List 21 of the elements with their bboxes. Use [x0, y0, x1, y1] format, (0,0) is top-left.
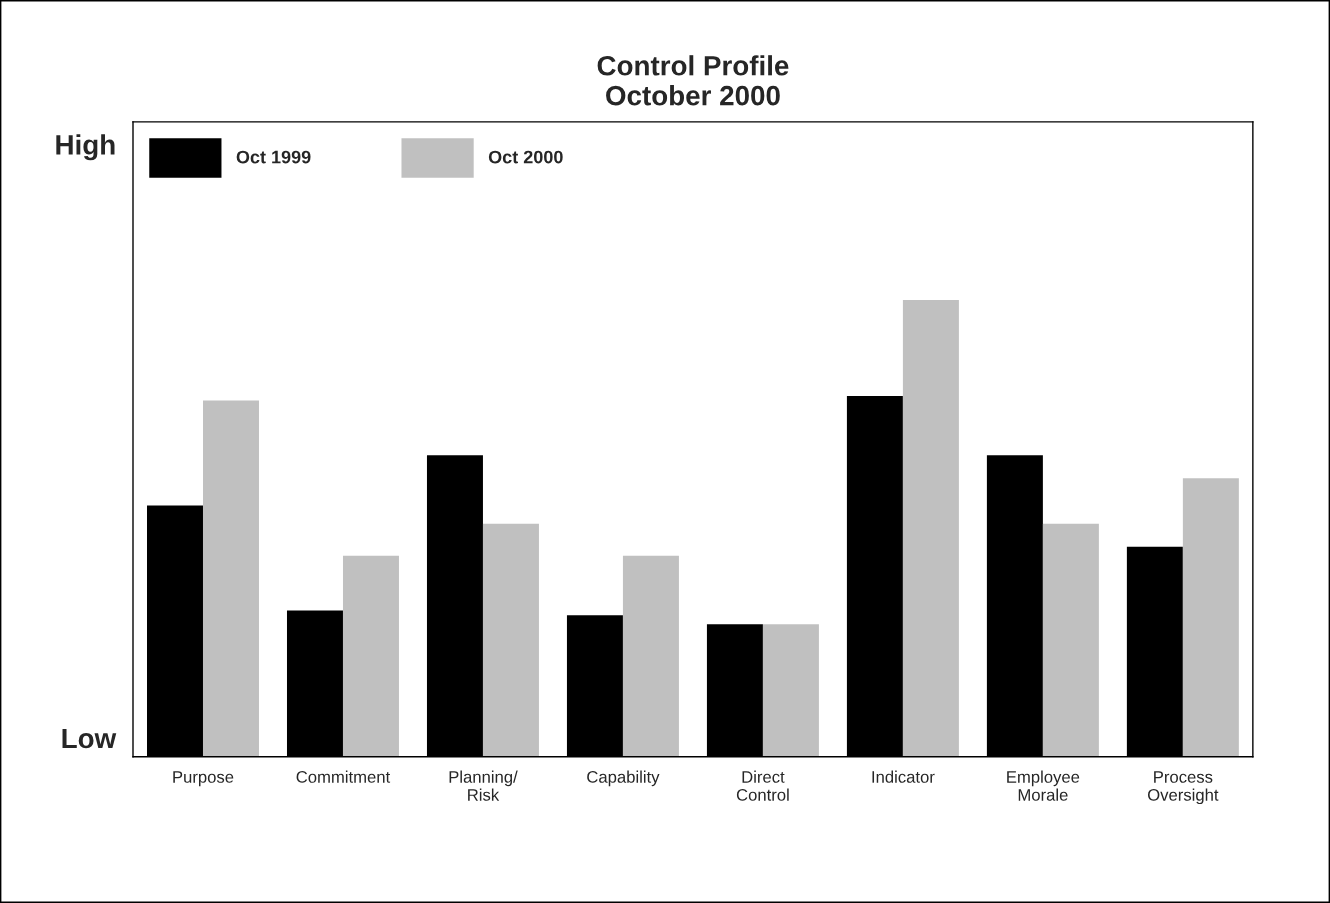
- text: High: [56, 134, 115, 161]
- x-tick-label: Planning/ Risk: [449, 770, 518, 801]
- bar: [1042, 523, 1099, 757]
- bar: [762, 624, 819, 757]
- x-tick-label: Purpose: [173, 771, 234, 787]
- bar: [202, 400, 259, 757]
- text: Low: [62, 728, 117, 749]
- bar: [902, 300, 959, 757]
- x-tick-label: Indicator: [872, 770, 935, 783]
- x-tick-label: Direct Control: [736, 770, 789, 801]
- chart-title: Control Profile October 2000: [597, 55, 789, 106]
- x-tick-label: Process Oversight: [1148, 771, 1219, 805]
- bar: [1182, 478, 1239, 757]
- bar: [482, 523, 539, 757]
- legend-label: Oct 2000: [488, 150, 563, 164]
- x-tick-label: Capability: [587, 770, 660, 787]
- bar: [342, 555, 399, 757]
- legend-label: Oct 1999: [236, 150, 311, 164]
- bar: [622, 555, 679, 757]
- x-tick-label: Commitment: [296, 770, 391, 783]
- x-tick-label: Employee Morale: [1007, 770, 1080, 801]
